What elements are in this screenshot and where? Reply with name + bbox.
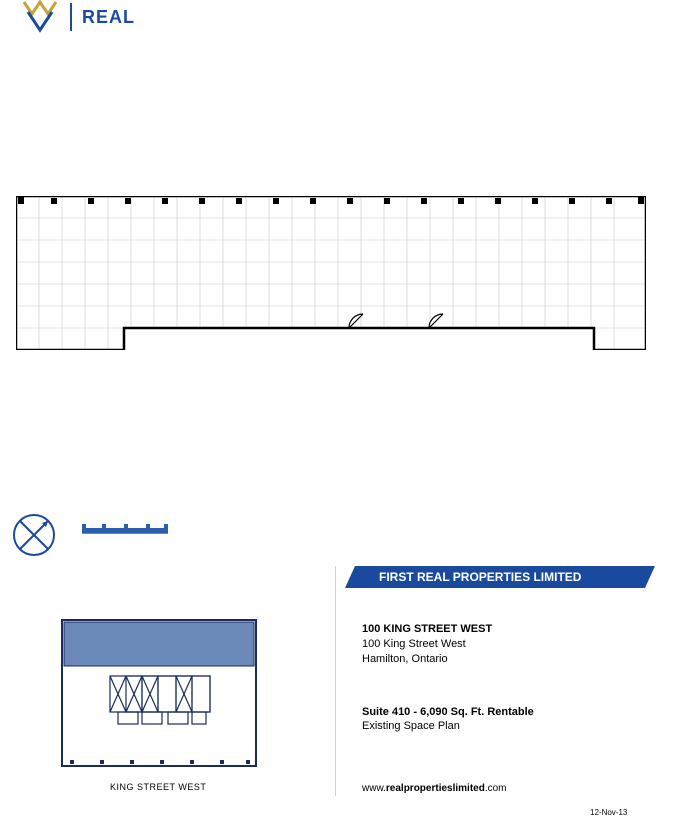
info-block: 100 KING STREET WEST 100 King Street Wes…: [362, 622, 642, 734]
compass-icon: [12, 513, 56, 562]
building-address-2: Hamilton, Ontario: [362, 652, 642, 667]
date: 12-Nov-13: [590, 808, 627, 817]
logo-text: REAL: [82, 7, 135, 28]
key-plan: [60, 618, 258, 768]
suite-subline: Existing Space Plan: [362, 719, 642, 734]
building-name: 100 KING STREET WEST: [362, 622, 642, 637]
key-plan-label: KING STREET WEST: [110, 782, 206, 792]
title-banner-text: FIRST REAL PROPERTIES LIMITED: [379, 570, 581, 584]
website-prefix: www.: [362, 783, 386, 794]
website-suffix: .com: [485, 783, 507, 794]
section-divider: [335, 566, 336, 796]
logo-divider: [70, 3, 72, 31]
building-address-1: 100 King Street West: [362, 637, 642, 652]
logo: REAL: [20, 0, 135, 34]
website: www.realpropertieslimited.com: [362, 783, 507, 794]
website-domain: realpropertieslimited: [386, 783, 485, 794]
suite-headline: Suite 410 - 6,090 Sq. Ft. Rentable: [362, 705, 642, 720]
title-banner: FIRST REAL PROPERTIES LIMITED: [345, 566, 655, 588]
scale-bar: [82, 524, 168, 543]
main-floor-plan: [16, 196, 646, 350]
logo-mark-icon: [20, 0, 60, 34]
